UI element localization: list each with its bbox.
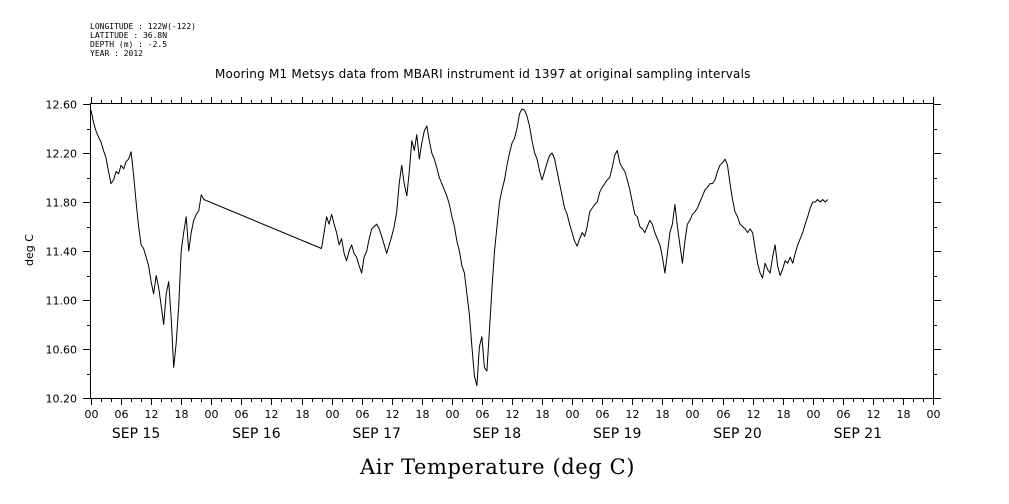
metadata-block: LONGITUDE : 122W(-122) LATITUDE : 36.8N DE…: [90, 22, 196, 58]
y-tick-label: 12.20: [46, 148, 78, 161]
series-layer: [90, 108, 829, 387]
meta-year: YEAR : 2012: [90, 49, 143, 58]
x-hour-tick-label: 00: [326, 408, 340, 421]
x-hour-tick-label: 18: [296, 408, 310, 421]
x-day-label: SEP 15: [112, 426, 160, 442]
x-hour-tick-label: 12: [386, 408, 400, 421]
plot-frame: [90, 103, 934, 399]
x-hour-tick-label: 06: [235, 408, 249, 421]
x-hour-tick-label: 00: [927, 408, 941, 421]
x-hour-tick-label: 12: [626, 408, 640, 421]
y-tick-label: 10.20: [46, 393, 78, 406]
x-hour-tick-label: 06: [476, 408, 490, 421]
chart-title: Mooring M1 Metsys data from MBARI instru…: [215, 67, 751, 81]
x-axis-title: Air Temperature (deg C): [360, 455, 636, 479]
x-hour-tick-label: 06: [837, 408, 851, 421]
x-day-label: SEP 18: [473, 426, 521, 442]
x-hour-tick-label: 06: [356, 408, 370, 421]
x-hour-tick-label: 00: [566, 408, 580, 421]
x-hour-tick-label: 12: [506, 408, 520, 421]
x-hour-tick-label: 18: [175, 408, 189, 421]
x-hour-tick-label: 06: [717, 408, 731, 421]
axes-group: 00 06 12 18 00 06 12 18 00 06 12 18 00 06 12 18 00 06 12 18…: [46, 97, 941, 442]
x-hour-tick-label: 18: [777, 408, 791, 421]
meta-longitude: LONGITUDE : 122W(-122): [90, 22, 196, 31]
x-hour-tick-label: 00: [85, 408, 99, 421]
x-hour-tick-label: 18: [536, 408, 550, 421]
series-line-0: [90, 108, 829, 387]
x-hour-tick-label: 12: [747, 408, 761, 421]
y-tick-label: 11.80: [46, 197, 78, 210]
x-day-label: SEP 19: [593, 426, 641, 442]
x-hour-tick-label: 18: [416, 408, 430, 421]
x-hour-tick-label: 00: [807, 408, 821, 421]
x-day-label: SEP 16: [232, 426, 281, 442]
x-hour-tick-label: 00: [205, 408, 219, 421]
x-day-label: SEP 17: [352, 426, 400, 442]
y-tick-label: 10.60: [46, 344, 78, 357]
x-hour-tick-label: 12: [265, 408, 279, 421]
x-hour-tick-label: 18: [897, 408, 911, 421]
x-hour-tick-label: 06: [115, 408, 129, 421]
y-axis-label: deg C: [23, 234, 36, 266]
y-tick-label: 11.40: [46, 246, 78, 259]
x-day-label: SEP 21: [834, 426, 882, 442]
x-hour-tick-label: 06: [596, 408, 610, 421]
y-tick-label: 11.00: [46, 295, 78, 308]
x-hour-tick-label: 00: [686, 408, 700, 421]
x-hour-tick-label: 12: [867, 408, 881, 421]
x-hour-tick-label: 12: [145, 408, 159, 421]
meta-depth: DEPTH (m) : -2.5: [90, 40, 168, 49]
y-tick-label: 12.60: [46, 99, 78, 112]
x-hour-tick-label: 00: [446, 408, 460, 421]
x-day-label: SEP 20: [713, 426, 761, 442]
x-hour-tick-label: 18: [656, 408, 670, 421]
meta-latitude: LATITUDE : 36.8N: [90, 31, 168, 40]
